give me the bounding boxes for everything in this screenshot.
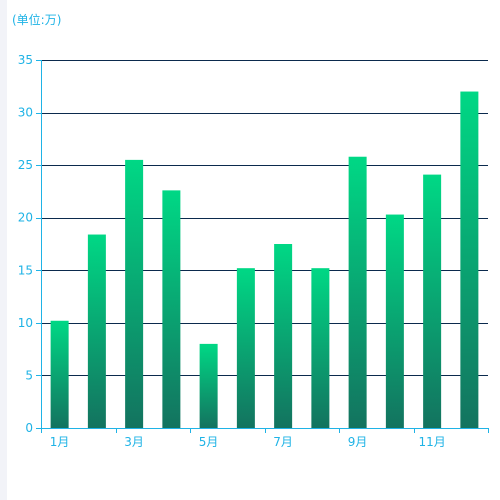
bar-5: [199, 343, 218, 428]
bar-6: [236, 268, 255, 428]
bar-11: [423, 174, 442, 428]
y-tick-label: 30: [18, 106, 33, 120]
bar-4: [162, 190, 181, 428]
x-tick-label: 1月: [50, 435, 70, 449]
y-tick-label: 20: [18, 211, 33, 225]
x-tick-label: 7月: [273, 435, 293, 449]
grid-lines: [41, 60, 488, 376]
bar-9: [348, 156, 367, 428]
y-tick-label: 0: [25, 421, 33, 435]
x-tick-label: 5月: [199, 435, 219, 449]
y-tick-label: 10: [18, 316, 33, 330]
bar-8: [311, 268, 330, 428]
y-tick-label: 15: [18, 263, 33, 277]
y-tick-label: 35: [18, 53, 33, 67]
bar-10: [385, 214, 404, 428]
y-tick-label: 5: [25, 368, 33, 382]
bar-7: [274, 244, 293, 428]
y-axis-unit-label: (单位:万): [12, 13, 62, 27]
bar-series: [50, 91, 479, 429]
bar-2: [87, 234, 106, 428]
y-tick-label: 25: [18, 158, 33, 172]
left-edge-strip: [0, 0, 7, 500]
x-tick-label: 3月: [124, 435, 144, 449]
y-tick-labels: 0 5 10 15 20 25 30 35: [18, 53, 41, 435]
x-tick-label: 9月: [348, 435, 368, 449]
bar-1: [50, 320, 69, 428]
axes: [41, 60, 488, 429]
bar-12: [460, 91, 479, 429]
x-tick-label: 11月: [418, 435, 445, 449]
x-tick-labels: 1月 3月 5月 7月 9月 11月: [41, 428, 489, 449]
bar-3: [125, 159, 144, 428]
